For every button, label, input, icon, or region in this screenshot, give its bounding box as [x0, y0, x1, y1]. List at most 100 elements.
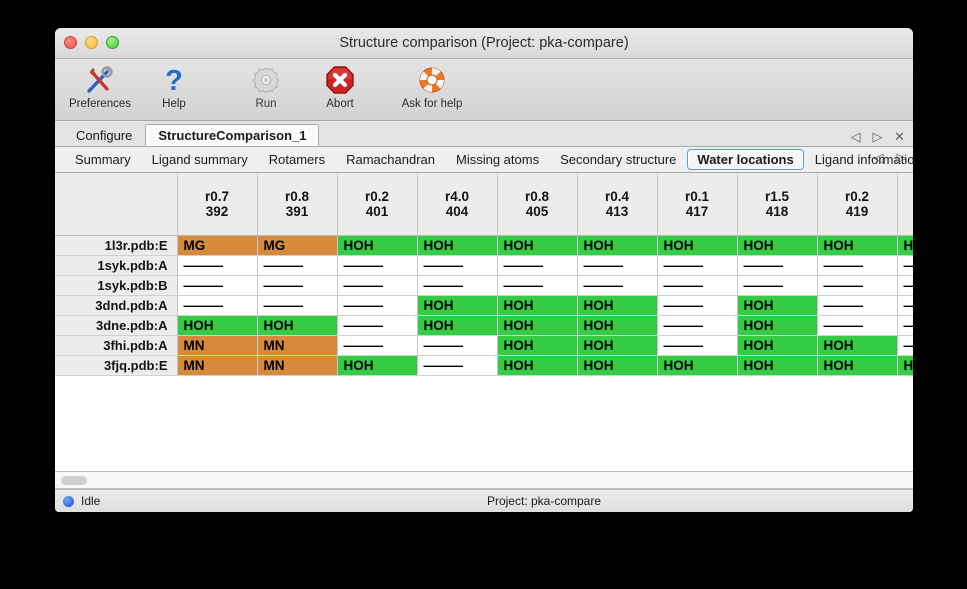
- table-column-header[interactable]: r1.5 418: [737, 173, 818, 236]
- table-cell[interactable]: HOH: [817, 235, 898, 256]
- table-cell[interactable]: ———: [257, 295, 338, 316]
- table-cell[interactable]: MN: [257, 335, 338, 356]
- table-cell[interactable]: HOH: [657, 235, 738, 256]
- horizontal-scrollbar-thumb[interactable]: [61, 476, 87, 485]
- sub-tab-summary[interactable]: Summary: [75, 152, 131, 167]
- table-row[interactable]: 1syk.pdb:B————————————————————————————: [55, 275, 913, 296]
- table-cell[interactable]: HOH: [817, 335, 898, 356]
- table-cell[interactable]: HOH: [817, 355, 898, 376]
- table-cell[interactable]: MN: [177, 355, 258, 376]
- table-cell[interactable]: ———: [737, 275, 818, 296]
- table-cell[interactable]: ———: [577, 275, 658, 296]
- table-cell[interactable]: ———: [817, 255, 898, 276]
- table-row[interactable]: 3fjq.pdb:E MN MN HOH ——— HOH HOH HOH HOH HOH H: [55, 355, 913, 376]
- table-cell[interactable]: ———: [337, 275, 418, 296]
- table-cell[interactable]: HOH: [497, 235, 578, 256]
- table-cell[interactable]: HOH: [337, 355, 418, 376]
- prev-tab-icon[interactable]: ◁: [850, 129, 861, 144]
- table-cell[interactable]: HOH: [577, 295, 658, 316]
- table-cell[interactable]: ———: [657, 295, 738, 316]
- table-column-header[interactable]: r0.4 413: [577, 173, 658, 236]
- table-cell[interactable]: HOH: [257, 315, 338, 336]
- next-tab-icon[interactable]: ▷: [872, 129, 883, 144]
- table-cell[interactable]: ———: [737, 255, 818, 276]
- table-cell[interactable]: HOH: [417, 295, 498, 316]
- sub-tab-missing-atoms[interactable]: Missing atoms: [455, 152, 540, 167]
- table-cell[interactable]: HOH: [497, 355, 578, 376]
- zoom-button[interactable]: [106, 36, 119, 49]
- main-tab-configure[interactable]: Configure: [76, 128, 133, 143]
- horizontal-scrollbar[interactable]: [55, 472, 913, 489]
- table-column-header[interactable]: r0.8 405: [497, 173, 578, 236]
- table-row-header[interactable]: 3dne.pdb:A: [55, 315, 178, 336]
- table-row-header[interactable]: 3fhi.pdb:A: [55, 335, 178, 356]
- close-tab-icon[interactable]: ✕: [894, 129, 905, 144]
- table-cell[interactable]: H: [897, 355, 913, 376]
- water-locations-table-container[interactable]: r0.7 392 r0.8 391 r0.2 401 r4.0 404 r0.8 405 r0.4 4…: [55, 173, 913, 472]
- table-cell[interactable]: —: [897, 295, 913, 316]
- table-cell[interactable]: MG: [177, 235, 258, 256]
- table-cell[interactable]: ———: [337, 255, 418, 276]
- table-cell[interactable]: HOH: [577, 235, 658, 256]
- table-cell[interactable]: HOH: [737, 235, 818, 256]
- sub-tab-rotamers[interactable]: Rotamers: [268, 152, 326, 167]
- table-cell[interactable]: —: [897, 255, 913, 276]
- table-cell[interactable]: MN: [257, 355, 338, 376]
- table-cell[interactable]: ———: [817, 295, 898, 316]
- table-cell[interactable]: HOH: [577, 315, 658, 336]
- toolbar-button-run[interactable]: Run: [229, 62, 303, 110]
- table-cell[interactable]: HOH: [737, 315, 818, 336]
- sub-tab-ramachandran[interactable]: Ramachandran: [346, 152, 435, 167]
- table-cell[interactable]: ———: [177, 295, 258, 316]
- table-row[interactable]: 1l3r.pdb:E MG MG HOH HOH HOH HOH HOH HOH HOH H: [55, 235, 913, 256]
- table-column-header[interactable]: r0.1 417: [657, 173, 738, 236]
- table-cell[interactable]: HOH: [737, 295, 818, 316]
- toolbar-button-help[interactable]: ? Help: [137, 62, 211, 110]
- minimize-button[interactable]: [85, 36, 98, 49]
- table-column-header[interactable]: r0.7 392: [177, 173, 258, 236]
- table-cell[interactable]: ———: [657, 335, 738, 356]
- table-cell[interactable]: ———: [817, 315, 898, 336]
- toolbar-button-ask-for-help[interactable]: Ask for help: [395, 62, 469, 110]
- table-cell[interactable]: ———: [337, 335, 418, 356]
- table-cell[interactable]: ———: [497, 275, 578, 296]
- table-cell[interactable]: ———: [417, 355, 498, 376]
- table-cell[interactable]: ———: [817, 275, 898, 296]
- table-column-header[interactable]: r0.2 401: [337, 173, 418, 236]
- sub-tab-water-locations[interactable]: Water locations: [687, 149, 804, 170]
- table-column-header[interactable]: [897, 173, 913, 236]
- table-cell[interactable]: ———: [337, 315, 418, 336]
- toolbar-button-abort[interactable]: Abort: [303, 62, 377, 110]
- table-cell[interactable]: ———: [257, 255, 338, 276]
- table-cell[interactable]: HOH: [417, 315, 498, 336]
- table-row-header[interactable]: 1syk.pdb:B: [55, 275, 178, 296]
- table-cell[interactable]: ———: [257, 275, 338, 296]
- table-cell[interactable]: HOH: [497, 295, 578, 316]
- table-row-header[interactable]: 1syk.pdb:A: [55, 255, 178, 276]
- table-row[interactable]: 1syk.pdb:A————————————————————————————: [55, 255, 913, 276]
- table-cell[interactable]: ———: [657, 315, 738, 336]
- table-cell[interactable]: HOH: [577, 355, 658, 376]
- table-cell[interactable]: HOH: [657, 355, 738, 376]
- table-column-header[interactable]: r0.2 419: [817, 173, 898, 236]
- table-cell[interactable]: ———: [657, 255, 738, 276]
- table-cell[interactable]: ———: [657, 275, 738, 296]
- table-cell[interactable]: ———: [417, 255, 498, 276]
- table-cell[interactable]: HOH: [497, 315, 578, 336]
- table-cell[interactable]: —: [897, 315, 913, 336]
- table-cell[interactable]: ———: [417, 275, 498, 296]
- table-column-header[interactable]: r4.0 404: [417, 173, 498, 236]
- table-cell[interactable]: ———: [577, 255, 658, 276]
- toolbar-button-preferences[interactable]: Preferences: [63, 62, 137, 110]
- table-row-header[interactable]: 1l3r.pdb:E: [55, 235, 178, 256]
- table-cell[interactable]: HOH: [737, 355, 818, 376]
- table-cell[interactable]: —: [897, 335, 913, 356]
- sub-tab-secondary-structure[interactable]: Secondary structure: [560, 152, 677, 167]
- table-cell[interactable]: ———: [177, 275, 258, 296]
- table-cell[interactable]: ———: [177, 255, 258, 276]
- sub-tab-ligand-summary[interactable]: Ligand summary: [151, 152, 248, 167]
- table-cell[interactable]: HOH: [177, 315, 258, 336]
- table-cell[interactable]: HOH: [497, 335, 578, 356]
